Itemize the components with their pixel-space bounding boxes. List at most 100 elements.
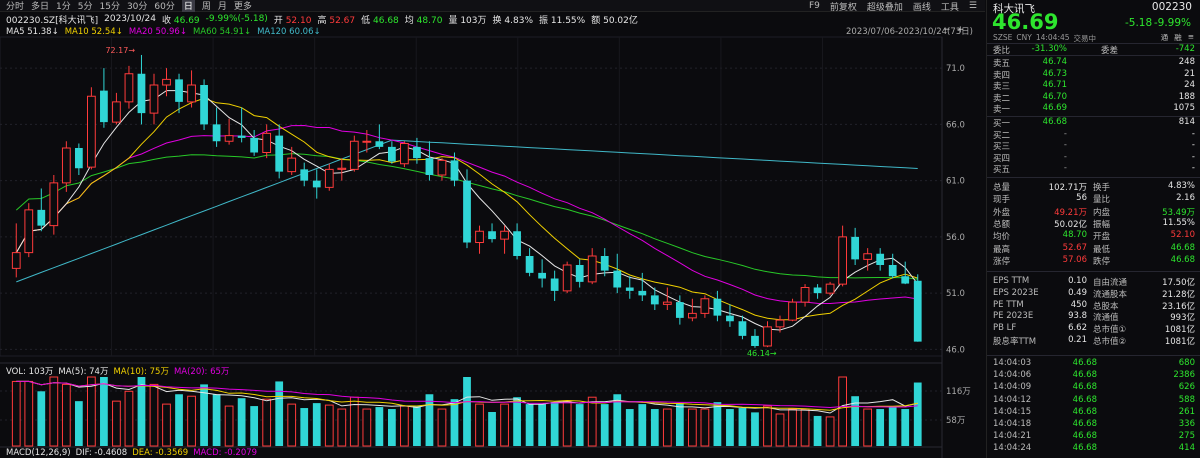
kline-chart[interactable]: 71.0 66.0 61.0 56.0 51.0 46.0 72.17→ 46.14→ 116万… <box>0 0 986 458</box>
candle-body-down <box>200 85 208 125</box>
toolbar-item-2[interactable]: 超级叠加 <box>866 2 903 13</box>
candle-body-up <box>224 135 234 142</box>
tick-price: 46.68 <box>1072 358 1097 368</box>
volume-bar-up <box>362 408 372 447</box>
panel-divider <box>987 177 1200 178</box>
bid-volume: - <box>1191 163 1195 174</box>
volume-bar-up <box>24 380 34 447</box>
candle-body-down <box>738 321 747 336</box>
period-tab-3[interactable]: 5分 <box>77 2 93 12</box>
trade-tag-0[interactable]: 通 <box>1160 33 1169 42</box>
candle-body-down <box>450 160 459 181</box>
market-meta-0: SZSE <box>993 33 1013 42</box>
stat-label: 跌停 <box>1093 256 1111 267</box>
candle-body-up <box>337 167 347 170</box>
period-tab-1[interactable]: 多日 <box>31 2 50 12</box>
candle-body-down <box>250 137 259 153</box>
toolbar-item-1[interactable]: 前复权 <box>829 2 857 13</box>
volume-bar-up <box>400 405 409 447</box>
candle-body-up <box>825 283 835 294</box>
period-tab-8[interactable]: 周 <box>201 2 211 12</box>
candle-body-up <box>687 312 697 319</box>
volume-bar-up <box>324 404 334 447</box>
volume-bar-down <box>675 403 684 446</box>
stat-row: 总额 50.02亿 振幅 11.55% <box>993 218 1195 230</box>
volume-bar-up <box>11 380 21 447</box>
candle-body-down <box>425 158 434 175</box>
volume-bar-down <box>450 399 459 446</box>
volume-bar-down <box>37 391 46 446</box>
candle-body-down <box>876 253 885 265</box>
volume-bar-up <box>775 413 785 447</box>
candle-body-down <box>625 287 634 291</box>
ask-volume: 248 <box>1178 57 1195 67</box>
trade-tags: 通融 ≡ <box>1161 32 1194 43</box>
tick-row: 14:04:15 46.68 261 <box>993 407 1195 418</box>
fundamental-row: PB LF 6.62 总市值① 1081亿 <box>993 323 1195 335</box>
period-tab-10[interactable]: 更多 <box>233 2 252 12</box>
volume-bar-down <box>613 394 622 446</box>
tick-time: 14:04:06 <box>993 370 1032 381</box>
period-tab-5[interactable]: 30分 <box>126 2 148 12</box>
candle-body-down <box>613 270 622 288</box>
candle-body-up <box>162 78 171 86</box>
turn-value: 4.83% <box>504 15 533 26</box>
volume-bar-down <box>488 411 496 446</box>
volume-bar-up <box>49 376 59 447</box>
bid-price: - <box>1063 128 1067 139</box>
candle-body-up <box>362 140 372 143</box>
zoom-in-button[interactable]: + <box>956 25 965 35</box>
volume-bar-down <box>375 407 384 446</box>
bid-volume: - <box>1191 128 1195 139</box>
candle-body-up <box>763 326 772 347</box>
candle-body-down <box>851 236 860 260</box>
fundamental-value: 450 <box>1070 299 1087 310</box>
weidiff-value: -742 <box>1175 44 1195 54</box>
volume-bar-down <box>300 408 309 446</box>
candle-body-up <box>262 132 272 153</box>
period-tab-9[interactable]: 月 <box>217 2 227 12</box>
tick-volume: 414 <box>1178 443 1195 454</box>
candle-body-down <box>726 315 734 322</box>
candle-body-up <box>562 264 572 292</box>
volume-bar-down <box>575 404 584 446</box>
macd-value: MACD: -0.2079 <box>193 448 258 458</box>
trade-tag-2[interactable]: ≡ <box>1187 32 1194 41</box>
candle-body-up <box>87 95 96 168</box>
zoom-out-button[interactable]: − <box>943 25 951 35</box>
candle-body-up <box>775 319 785 328</box>
volume-bar-up <box>224 405 234 447</box>
period-tab-4[interactable]: 15分 <box>99 2 120 12</box>
stat-label: 外盘 <box>993 207 1011 218</box>
trade-tag-1[interactable]: 融 <box>1174 33 1182 42</box>
price-change: -5.18 <box>1125 17 1153 29</box>
tick-price: 46.68 <box>1072 394 1097 405</box>
period-tab-0[interactable]: 分时 <box>6 2 25 12</box>
stat-label: 最低 <box>1093 244 1111 255</box>
candle-body-down <box>312 180 321 188</box>
candle-body-up <box>800 287 810 303</box>
period-tab-2[interactable]: 1分 <box>56 2 71 12</box>
toolbar-item-3[interactable]: 画线 <box>912 2 931 13</box>
toolbar-item-4[interactable]: 工具 <box>940 2 959 13</box>
zoom-controls: − + <box>943 25 964 35</box>
price-axis-label: 56.0 <box>946 233 965 243</box>
close-label: 收 <box>162 15 172 26</box>
volume-bar-down <box>650 409 659 446</box>
tick-volume: 336 <box>1178 419 1195 429</box>
period-tab-7[interactable]: 日 <box>181 0 195 12</box>
fundamental-label: PB LF <box>993 323 1017 334</box>
volume-bar-down <box>713 402 722 446</box>
low-value: 46.68 <box>373 15 399 26</box>
ask-volume: 21 <box>1184 68 1195 79</box>
candle-body-down <box>275 135 284 172</box>
settings-icon[interactable]: ☰ <box>968 1 977 11</box>
candle-body-down <box>888 265 897 277</box>
ask-price: 46.69 <box>1042 103 1067 114</box>
fundamental-label: 总股本 <box>1093 301 1119 312</box>
ask-label: 卖三 <box>993 82 1011 93</box>
candle-body-down <box>300 169 309 181</box>
period-tab-6[interactable]: 60分 <box>154 2 175 12</box>
toolbar-item-0[interactable]: F9 <box>808 1 820 11</box>
avg-value: 48.70 <box>416 15 443 26</box>
